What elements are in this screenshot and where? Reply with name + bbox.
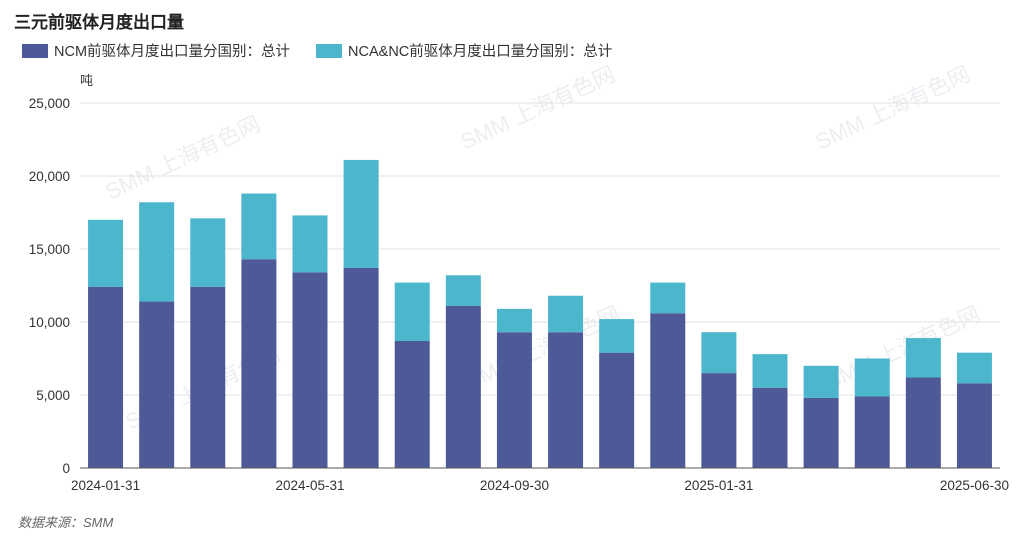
bar-ncm <box>701 373 737 468</box>
y-tick-label: 25,000 <box>29 96 70 111</box>
legend-label-nca: NCA&NC前驱体月度出口量分国别：总计 <box>348 44 613 60</box>
bar-nca <box>854 358 890 397</box>
bar-nca <box>905 338 941 378</box>
x-tick-label: 2024-09-30 <box>480 478 549 493</box>
bar-ncm <box>752 387 788 468</box>
bar-ncm <box>905 377 941 468</box>
watermark-text: SMM 上海有色网 <box>812 61 974 154</box>
bar-nca <box>292 215 328 273</box>
bar-nca <box>496 308 532 333</box>
legend-label-ncm: NCM前驱体月度出口量分国别：总计 <box>54 44 291 60</box>
bar-ncm <box>854 396 890 468</box>
bar-nca <box>139 202 175 302</box>
bar-ncm <box>292 272 328 468</box>
bar-nca <box>190 218 226 287</box>
bar-ncm <box>241 259 277 468</box>
bar-nca <box>343 159 379 268</box>
x-tick-label: 2025-06-30 <box>940 478 1009 493</box>
bar-ncm <box>650 313 686 468</box>
bar-ncm <box>803 397 839 468</box>
watermark-text: SMM 上海有色网 <box>457 61 619 154</box>
y-tick-label: 15,000 <box>29 242 70 257</box>
y-tick-label: 0 <box>62 461 70 476</box>
bar-ncm <box>139 301 175 468</box>
x-tick-label: 2024-05-31 <box>275 478 344 493</box>
bar-nca <box>241 193 277 260</box>
legend-swatch-nca <box>316 43 343 58</box>
bar-nca <box>956 352 992 384</box>
bar-ncm <box>496 332 532 468</box>
chart-title: 三元前驱体月度出口量 <box>14 13 184 32</box>
y-axis-unit: 吨 <box>80 73 94 88</box>
y-tick-label: 10,000 <box>29 315 70 330</box>
legend-item-nca[interactable]: NCA&NC前驱体月度出口量分国别：总计 <box>316 40 612 61</box>
bar-ncm <box>599 352 635 468</box>
bar-ncm <box>445 305 481 468</box>
bar-nca <box>752 354 788 388</box>
bar-nca <box>88 219 124 287</box>
y-tick-label: 5,000 <box>36 388 70 403</box>
bar-nca <box>701 332 737 374</box>
bar-ncm <box>190 286 226 468</box>
y-tick-label: 20,000 <box>29 169 70 184</box>
bar-nca <box>548 295 584 333</box>
bar-ncm <box>548 332 584 468</box>
bar-nca <box>394 282 430 341</box>
bar-nca <box>650 282 686 314</box>
bar-ncm <box>88 286 124 468</box>
data-source: 数据来源：SMM <box>18 515 114 530</box>
bar-ncm <box>394 340 430 468</box>
legend: NCM前驱体月度出口量分国别：总计 NCA&NC前驱体月度出口量分国别：总计 <box>22 40 612 61</box>
legend-item-ncm[interactable]: NCM前驱体月度出口量分国别：总计 <box>22 40 290 61</box>
bar-ncm <box>343 267 379 468</box>
x-tick-label: 2025-01-31 <box>684 478 753 493</box>
bar-nca <box>445 275 481 306</box>
bar-ncm <box>956 383 992 468</box>
watermark-text: SMM 上海有色网 <box>102 111 264 204</box>
x-tick-label: 2024-01-31 <box>71 478 140 493</box>
bar-nca <box>803 365 839 398</box>
bar-nca <box>599 319 635 353</box>
legend-swatch-ncm <box>22 43 48 58</box>
